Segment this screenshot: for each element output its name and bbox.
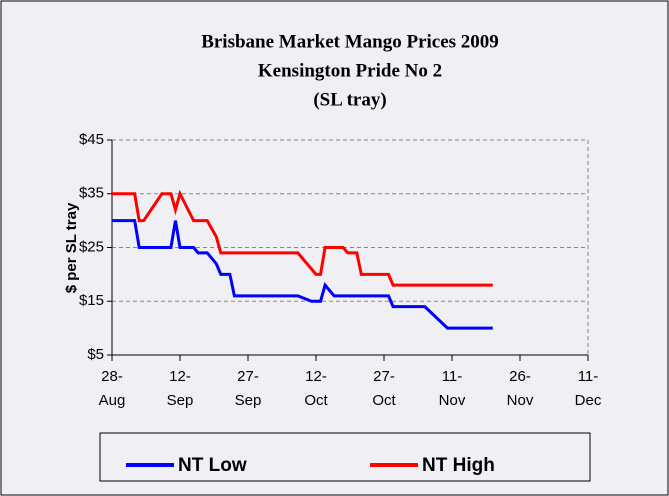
legend-label: NT Low — [178, 455, 247, 476]
chart-title: Brisbane Market Mango Prices 2009 — [201, 31, 499, 52]
y-tick-label: $5 — [87, 346, 104, 363]
legend-label: NT High — [422, 455, 495, 476]
x-tick-label: 11-Nov — [438, 368, 466, 409]
x-tick-label: 12-Oct — [304, 368, 328, 409]
y-tick-label: $35 — [79, 185, 104, 202]
y-tick-label: $15 — [79, 292, 104, 309]
x-tick-label: 28-Aug — [98, 368, 126, 409]
line — [112, 219, 493, 330]
chart-title: Kensington Pride No 2 — [258, 60, 442, 81]
x-tick-label: 27-Sep — [234, 368, 262, 409]
y-tick-label: $45 — [79, 131, 104, 148]
x-tick-label: 26-Nov — [506, 368, 534, 409]
x-tick-label: 12-Sep — [166, 368, 194, 409]
x-tick-label: 11-Dec — [574, 368, 602, 409]
line — [112, 189, 493, 287]
y-tick-label: $25 — [79, 238, 104, 255]
chart-title: (SL tray) — [313, 89, 386, 110]
y-axis-label: $ per SL tray — [63, 202, 80, 293]
x-tick-label: 27-Oct — [372, 368, 396, 409]
legend-box — [99, 432, 591, 482]
